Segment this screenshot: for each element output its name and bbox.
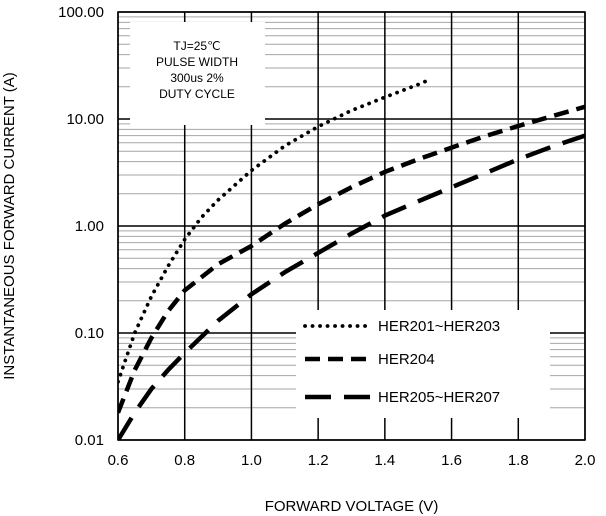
y-axis-title: INSTANTANEOUS FORWARD CURRENT (A) [1, 72, 18, 380]
annotation-line: 300us 2% [170, 71, 224, 85]
legend-label-0: HER201~HER203 [378, 318, 500, 335]
annotation-line: TJ=25℃ [173, 39, 220, 53]
legend: HER201~HER203 HER204 HER205~HER207 [296, 310, 550, 418]
x-tick-label: 0.8 [174, 452, 195, 469]
series-lines [118, 78, 585, 440]
y-tick-label: 1.00 [75, 218, 104, 235]
x-tick-label: 1.8 [508, 452, 529, 469]
x-axis-title: FORWARD VOLTAGE (V) [265, 498, 439, 515]
legend-label-1: HER204 [378, 351, 435, 368]
x-tick-label: 0.6 [108, 452, 129, 469]
y-tick-labels: 0.01 0.10 1.00 10.00 100.00 [58, 4, 104, 449]
series-line-2 [118, 133, 585, 440]
y-tick-label: 100.00 [58, 4, 104, 21]
plot-border [117, 11, 586, 441]
x-tick-label: 2.0 [575, 452, 596, 469]
annotation-line: PULSE WIDTH [156, 55, 238, 69]
y-tick-label: 0.01 [75, 432, 104, 449]
y-tick-label: 0.10 [75, 325, 104, 342]
legend-label-2: HER205~HER207 [378, 389, 500, 406]
minor-gridlines [118, 16, 585, 409]
legend-backdrop [296, 310, 550, 418]
x-tick-label: 1.2 [308, 452, 329, 469]
series-line-0 [118, 78, 431, 384]
plot-frame [117, 11, 586, 441]
annotation-line: DUTY CYCLE [159, 87, 235, 101]
test-conditions-annotation: TJ=25℃ PULSE WIDTH 300us 2% DUTY CYCLE [130, 22, 265, 125]
series-line-1 [118, 104, 585, 414]
x-tick-labels: 0.6 0.8 1.0 1.2 1.4 1.6 1.8 2.0 [108, 452, 596, 469]
x-tick-label: 1.6 [441, 452, 462, 469]
x-tick-label: 1.4 [374, 452, 395, 469]
x-tick-label: 1.0 [241, 452, 262, 469]
y-tick-label: 10.00 [66, 111, 104, 128]
annotation-backdrop [130, 22, 265, 125]
